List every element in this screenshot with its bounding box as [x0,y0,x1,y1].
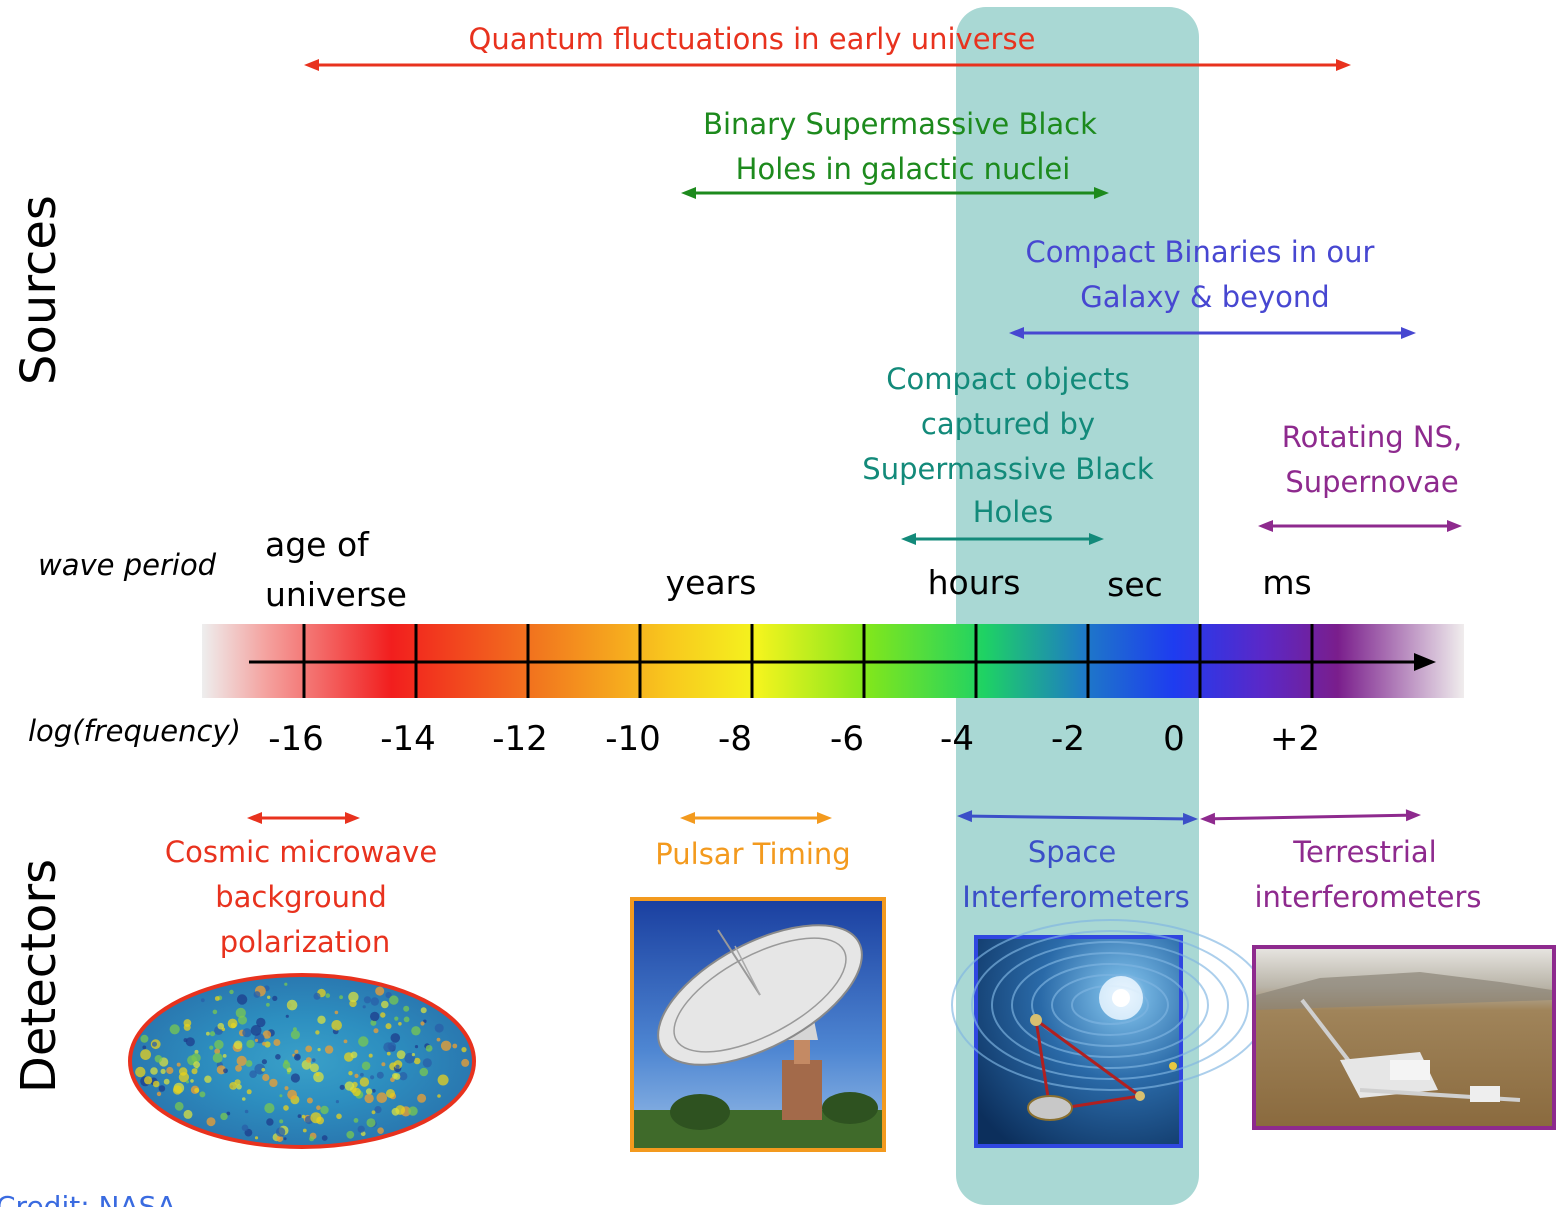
captured-label-line4: Holes [973,495,1054,529]
detector-cmb: Cosmic microwave background polarization [128,812,476,1149]
compact-binaries-label-line2: Galaxy & beyond [1080,280,1329,314]
smbh-label-line2: Holes in galactic nuclei [736,152,1071,186]
spacetime-ripples-image [951,919,1269,1148]
sources-label: Sources [11,195,67,385]
frequency-tick-label: +2 [1270,719,1320,759]
cmb-label-line1: Cosmic microwave [165,835,437,869]
terrestrial-label-line2: interferometers [1255,880,1482,914]
quantum-label: Quantum fluctuations in early universe [469,22,1036,56]
frequency-tick-label: -12 [492,719,548,759]
frequency-tick-label: -16 [268,719,324,759]
highlight-band [956,7,1199,1205]
cmb-range-arrow [247,812,360,824]
log-frequency-label: log(frequency) [28,714,241,748]
radio-telescope-image [630,897,886,1152]
period-sec: sec [1107,565,1163,604]
source-compact-binaries: Compact Binaries in our Galaxy & beyond [1009,235,1416,339]
cmb-label-line3: polarization [220,925,391,959]
captured-label-line3: Supermassive Black [862,452,1154,486]
period-age-of: age of [265,525,370,564]
frequency-tick-labels: -16 -14 -12 -10 -8 -6 -4 -2 0 +2 [268,719,1320,759]
captured-label-line2: captured by [921,407,1095,441]
source-smbh-binaries: Binary Supermassive Black Holes in galac… [681,107,1109,199]
frequency-tick-label: -14 [380,719,436,759]
detector-pulsar-timing: Pulsar Timing [630,812,886,1152]
pulsar-range-arrow [680,812,832,824]
cmb-label-line2: background [215,880,387,914]
frequency-tick-label: 0 [1163,719,1185,759]
frequency-axis-arrowhead [1414,653,1436,671]
quantum-range-arrow [304,59,1351,71]
period-universe: universe [265,575,407,614]
source-rotating-ns: Rotating NS, Supernovae [1258,420,1462,532]
compact-binaries-label-line1: Compact Binaries in our [1026,235,1375,269]
detector-terrestrial-interferometers: Terrestrial interferometers [1200,809,1556,1130]
period-ms: ms [1262,563,1311,602]
space-label-line2: Interferometers [962,880,1189,914]
source-quantum-fluctuations: Quantum fluctuations in early universe [304,22,1351,71]
period-years: years [666,563,757,602]
detector-space-interferometers: Space Interferometers [951,810,1269,1148]
compact-binaries-range-arrow [1009,327,1416,339]
credit-text: Credit: NASA [0,1190,176,1207]
frequency-tick-label: -6 [830,719,864,759]
source-captured-compact-objects: Compact objects captured by Supermassive… [862,362,1154,545]
smbh-range-arrow [681,187,1109,199]
terrestrial-range-arrow [1200,809,1421,825]
frequency-tick-label: -4 [940,719,974,759]
captured-range-arrow [901,533,1104,545]
frequency-tick-label: -2 [1051,719,1085,759]
ligo-observatory-image [1252,945,1556,1130]
rotating-label-line2: Supernovae [1285,465,1458,499]
terrestrial-label-line1: Terrestrial [1292,835,1436,869]
frequency-tick-label: -10 [605,719,661,759]
cmb-sky-map-image [128,973,476,1149]
wave-period-label: wave period [38,548,217,582]
pulsar-label: Pulsar Timing [655,837,850,871]
period-hours: hours [928,563,1021,602]
rotating-range-arrow [1258,520,1462,532]
space-label-line1: Space [1028,835,1116,869]
captured-label-line1: Compact objects [886,362,1129,396]
smbh-label-line1: Binary Supermassive Black [703,107,1097,141]
space-range-arrow [957,810,1198,825]
detectors-label: Detectors [11,859,67,1093]
frequency-tick-label: -8 [718,719,752,759]
rotating-label-line1: Rotating NS, [1282,420,1463,454]
